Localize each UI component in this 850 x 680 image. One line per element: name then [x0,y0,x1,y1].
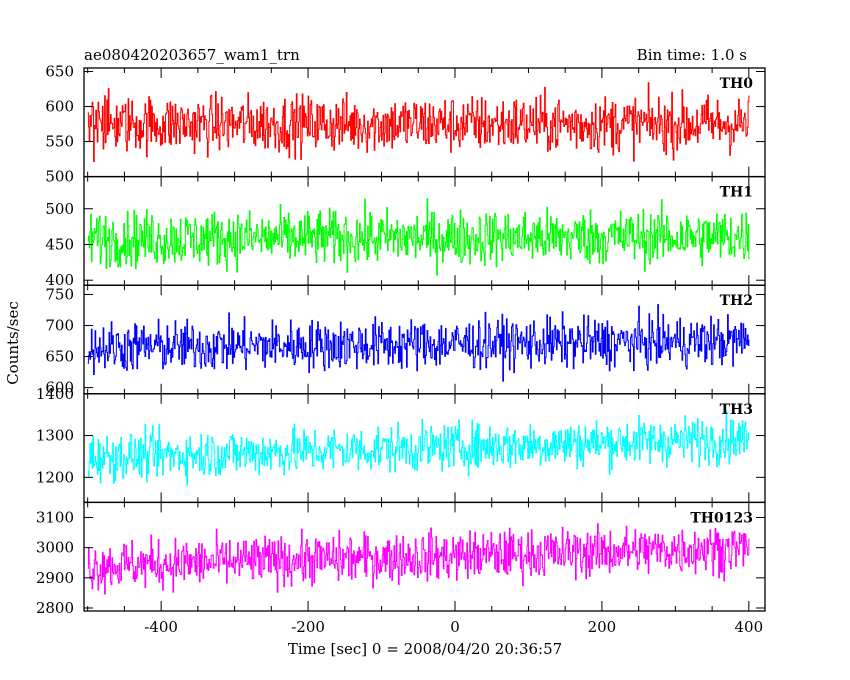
series-line-th0 [87,82,750,162]
x-tick-label: 400 [735,618,764,636]
series-line-th1 [87,198,750,276]
y-tick-label-th1: 400 [45,271,74,289]
y-tick-label-th0123: 3000 [36,539,74,557]
y-tick-label-th3: 1300 [36,427,74,445]
panel-label-th1: TH1 [720,185,753,201]
y-tick-label-th2: 700 [45,317,74,335]
panel-label-th3: TH3 [720,402,753,418]
panel-label-th0123: TH0123 [690,510,753,526]
panel-label-th0: TH0 [720,76,754,92]
x-tick-label: 200 [588,618,617,636]
y-tick-label-th3: 1200 [36,468,74,486]
y-tick-label-th0123: 2800 [36,599,74,617]
series-line-th0123 [87,523,750,595]
panel-label-th2: TH2 [720,293,753,309]
panel-frame-th0123 [83,501,766,612]
x-tick-label: -400 [144,618,178,636]
panels-group: 500 550 600 650 TH0 400 450 500 TH1 600 650 700 750 T… [36,63,766,636]
y-tick-label-th2: 650 [45,348,74,366]
series-line-th3 [87,410,750,486]
y-tick-label-th0: 650 [45,63,74,81]
chart-title-right: Bin time: 1.0 s [637,46,747,64]
x-tick-label: 0 [450,618,460,636]
series-line-th2 [87,304,750,382]
y-tick-label-th3: 1400 [36,385,74,403]
chart-title-left: ae080420203657_wam1_trn [84,46,300,64]
y-tick-label-th0123: 2900 [36,569,74,587]
y-tick-label-th2: 600 [45,379,74,397]
y-tick-label-th1: 450 [45,235,74,253]
y-tick-label-th0: 600 [45,98,74,116]
y-tick-label-th0123: 3100 [36,508,74,526]
y-tick-label-th0: 500 [45,168,74,186]
y-tick-label-th2: 750 [45,286,74,304]
x-axis-label: Time [sec] 0 = 2008/04/20 20:36:57 [288,640,562,658]
x-tick-label: -200 [291,618,325,636]
y-axis-label: Counts/sec [4,301,22,385]
y-tick-label-th1: 500 [45,200,74,218]
y-tick-label-th0: 550 [45,133,74,151]
